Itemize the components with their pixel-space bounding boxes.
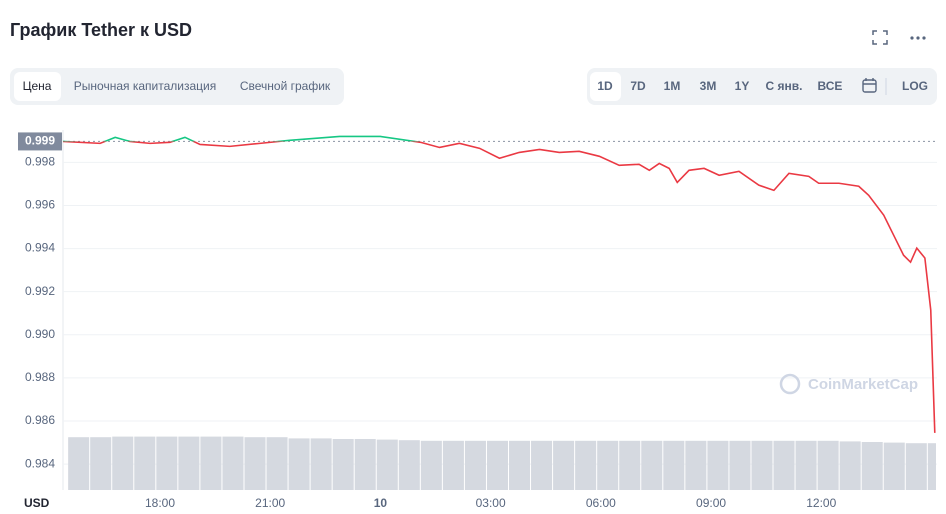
- watermark: CoinMarketCap: [808, 376, 918, 393]
- y-tick-label: 0.992: [25, 284, 55, 298]
- volume-bar: [420, 440, 442, 490]
- tab[interactable]: Цена: [23, 79, 52, 93]
- y-tick-label: 0.988: [25, 370, 55, 384]
- y-tick-label: 0.984: [25, 456, 55, 470]
- volume-bar: [178, 436, 200, 490]
- volume-bar: [861, 442, 883, 490]
- volume-bar: [486, 440, 509, 490]
- x-tick-label: 10: [374, 496, 388, 509]
- tab-bar: [10, 68, 344, 105]
- range-active: [590, 72, 621, 101]
- tab[interactable]: Рыночная капитализация: [74, 79, 216, 93]
- volume-bar: [795, 440, 817, 490]
- volume-bar: [376, 439, 398, 490]
- volume-bar: [156, 436, 178, 490]
- x-tick-label: 03:00: [476, 496, 506, 509]
- volume-bar: [839, 441, 861, 490]
- volume-bar: [509, 440, 531, 490]
- watermark-logo: [779, 373, 801, 395]
- range-button[interactable]: ВСЕ: [818, 79, 843, 93]
- volume-bar: [575, 440, 597, 490]
- volume-bar: [244, 437, 266, 490]
- volume-bar: [442, 440, 464, 490]
- volume-bar: [68, 437, 90, 490]
- y-tick-label: 0.994: [25, 241, 55, 255]
- volume-bar: [751, 440, 773, 490]
- volume-bar: [553, 440, 575, 490]
- range-button[interactable]: 1D: [597, 79, 613, 93]
- price-line: [63, 135, 421, 142]
- volume-bar: [729, 440, 751, 490]
- x-tick-label: 06:00: [586, 496, 616, 509]
- volume-bar: [685, 440, 707, 490]
- price-line: [63, 141, 936, 433]
- volume-bar: [641, 440, 663, 490]
- y-tick-label: 0.996: [25, 198, 55, 212]
- volume-bar: [288, 438, 310, 490]
- volume-bar: [927, 443, 936, 490]
- range-bar: [587, 68, 937, 105]
- volume-bar: [464, 440, 486, 490]
- volume-bar: [354, 439, 376, 490]
- chart-title: График Tether к USD: [10, 20, 192, 40]
- tab[interactable]: Свечной график: [240, 79, 331, 93]
- volume-bar: [663, 440, 685, 490]
- volume-bar: [200, 436, 222, 490]
- range-button[interactable]: 7D: [630, 79, 646, 93]
- volume-bar: [310, 438, 332, 490]
- y-tick-label: 0.986: [25, 413, 55, 427]
- volume-bar: [134, 436, 156, 490]
- range-button[interactable]: С янв.: [766, 79, 803, 93]
- volume-bar: [222, 436, 244, 490]
- x-tick-label: 21:00: [255, 496, 285, 509]
- volume-bar: [619, 440, 641, 490]
- x-tick-label: 18:00: [145, 496, 175, 509]
- range-button[interactable]: 1M: [664, 79, 681, 93]
- x-tick-label: 09:00: [696, 496, 726, 509]
- volume-bar: [597, 440, 619, 490]
- volume-bar: [817, 440, 839, 490]
- y-tick-label: 0.998: [25, 155, 55, 169]
- more-icon[interactable]: [910, 36, 926, 40]
- range-button[interactable]: 3M: [700, 79, 717, 93]
- calendar-icon[interactable]: [862, 78, 877, 93]
- volume-bar: [112, 436, 134, 490]
- volume-bar: [773, 440, 795, 490]
- fullscreen-icon[interactable]: [872, 30, 888, 45]
- x-tick-label: 12:00: [806, 496, 836, 509]
- volume-bar: [398, 440, 420, 490]
- tab-active: [14, 72, 61, 101]
- volume-bar: [266, 437, 288, 490]
- log-button[interactable]: LOG: [902, 79, 928, 93]
- reference-box: [18, 132, 62, 151]
- reference-label: 0.999: [25, 134, 55, 148]
- volume-bar: [531, 440, 553, 490]
- volume-bar: [332, 439, 354, 490]
- volume-bar: [90, 437, 112, 490]
- volume-bar: [883, 442, 905, 490]
- range-button[interactable]: 1Y: [735, 79, 750, 93]
- y-axis-label: USD: [24, 496, 50, 509]
- volume-bar: [707, 440, 729, 490]
- volume-bar: [905, 443, 927, 490]
- y-tick-label: 0.990: [25, 327, 55, 341]
